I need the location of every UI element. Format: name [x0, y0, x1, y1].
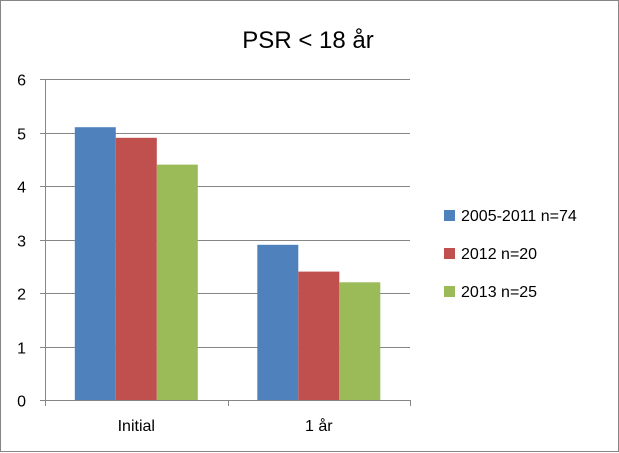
y-tick-label: 4: [17, 180, 26, 197]
y-tick-label: 5: [17, 127, 26, 144]
y-tick-label: 3: [17, 234, 26, 251]
legend-swatch: [444, 286, 455, 297]
bar: [298, 271, 340, 400]
legend-label: 2005-2011 n=74: [461, 208, 577, 225]
chart-title: PSR < 18 år: [242, 27, 373, 54]
y-tick-label: 2: [17, 287, 26, 304]
bar: [257, 244, 299, 400]
y-tick-label: 1: [17, 341, 26, 358]
legend-label: 2013 n=25: [461, 284, 537, 301]
bar: [74, 127, 116, 400]
legend-swatch: [444, 210, 455, 221]
legend-label: 2012 n=20: [461, 246, 537, 263]
x-tick-label: 1 år: [305, 417, 333, 435]
bars: [74, 127, 381, 401]
legend: 2005-2011 n=74 2012 n=20 2013 n=25: [444, 208, 577, 301]
y-tick-labels: 0 1 2 3 4 5 6: [17, 73, 26, 411]
bar: [339, 282, 381, 400]
legend-swatch: [444, 248, 455, 259]
y-tick-label: 0: [17, 394, 26, 411]
x-tick-label: Initial: [118, 418, 155, 435]
bar: [115, 137, 157, 401]
y-tick-label: 6: [17, 73, 26, 90]
x-tick-labels: Initial 1 år: [118, 417, 334, 435]
bar: [156, 164, 198, 400]
axes: [45, 79, 411, 406]
